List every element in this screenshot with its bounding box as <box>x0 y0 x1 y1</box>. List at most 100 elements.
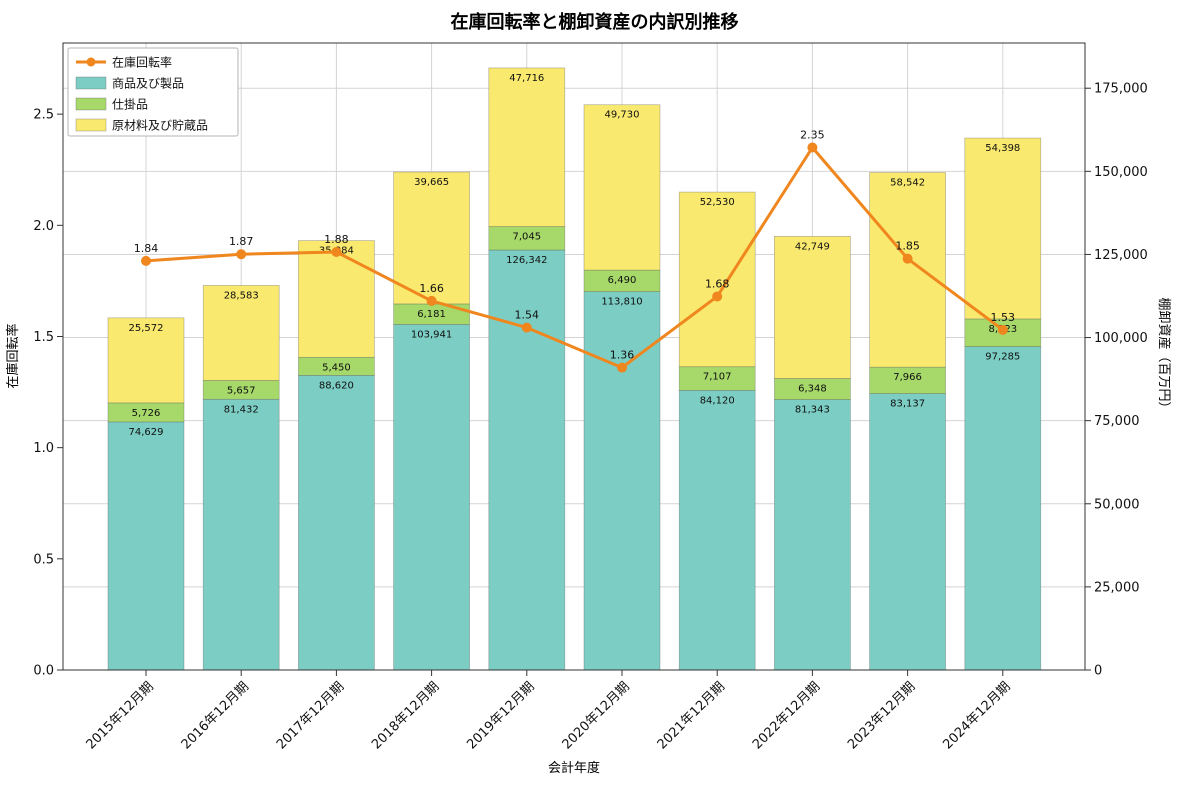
plot-border <box>62 42 1086 671</box>
y-tick-label-right: 100,000 <box>1094 331 1148 346</box>
bar-segment <box>393 171 470 305</box>
bar-value-label: 84,120 <box>700 395 735 406</box>
x-tick-label: 2018年12月期 <box>369 679 442 752</box>
line-point <box>902 253 913 264</box>
bar-segment <box>393 324 470 671</box>
y-tick-label-left: 2.5 <box>33 108 54 123</box>
line-value-label: 1.85 <box>895 240 920 253</box>
bar-segment <box>202 398 280 671</box>
bar-segment <box>107 317 185 404</box>
line-value-label: 1.87 <box>229 235 254 248</box>
bar-value-label: 88,620 <box>319 380 354 391</box>
y-tick-label-left: 1.5 <box>33 330 54 345</box>
bar-value-label: 6,181 <box>417 309 446 320</box>
line-series: 1.84 1.87 1.88 1.66 1.54 1.36 1.68 2.35 1.85 1.53 <box>134 129 1015 373</box>
left-axis-title: 在庫回転率 <box>6 323 21 389</box>
legend-label: 在庫回転率 <box>112 55 172 70</box>
legend-label: 仕掛品 <box>112 97 148 112</box>
bar-segment <box>678 191 756 368</box>
line-value-label: 1.54 <box>515 309 540 322</box>
bar-value-label: 5,450 <box>322 362 351 373</box>
bar-segment <box>964 346 1042 671</box>
line-value-label: 1.66 <box>419 282 444 295</box>
bar-segment <box>583 104 661 271</box>
bar-value-label: 74,629 <box>129 427 164 438</box>
bar-value-label: 25,572 <box>129 323 164 334</box>
x-tick-label: 2015年12月期 <box>84 679 157 752</box>
y-tick-label-left: 0.0 <box>33 664 54 679</box>
y-tick-label-right: 75,000 <box>1094 414 1140 429</box>
x-tick-label: 2017年12月期 <box>274 679 347 752</box>
line-value-label: 1.84 <box>134 242 159 255</box>
bar-value-label: 97,285 <box>985 352 1020 363</box>
bar-value-label: 7,045 <box>512 232 541 243</box>
y-tick-label-right: 125,000 <box>1094 248 1148 263</box>
x-tick-label: 2016年12月期 <box>179 679 252 752</box>
line-point <box>521 322 532 333</box>
bar-value-label: 58,542 <box>890 178 925 189</box>
bar-value-label: 7,107 <box>703 372 732 383</box>
y-tick-label-left: 2.0 <box>33 219 54 234</box>
line-point <box>236 249 247 260</box>
x-tick-label: 2021年12月期 <box>655 679 728 752</box>
y-tick-label-right: 50,000 <box>1094 497 1140 512</box>
y-tick-label-left: 1.0 <box>33 441 54 456</box>
x-tick-label: 2024年12月期 <box>940 679 1013 752</box>
legend-swatch <box>75 97 107 111</box>
bar-segment <box>488 67 566 227</box>
line-value-label: 1.53 <box>991 311 1016 324</box>
bar-segment <box>869 172 946 368</box>
y-tick-label-right: 25,000 <box>1094 580 1140 595</box>
bar-value-label: 126,342 <box>506 255 547 266</box>
bar-segment <box>202 285 280 381</box>
bar-segment <box>678 389 756 671</box>
line-value-label: 2.35 <box>800 129 825 142</box>
line-value-label: 1.36 <box>610 349 635 362</box>
bar-segment <box>298 240 375 358</box>
bar-value-label: 83,137 <box>890 399 925 410</box>
y-tick-label-left: 0.5 <box>33 552 54 567</box>
legend-box <box>67 47 239 137</box>
line-path <box>145 146 1004 370</box>
bar-value-label: 6,348 <box>798 383 827 394</box>
bar-segment <box>774 236 851 379</box>
x-tick-label: 2019年12月期 <box>464 679 537 752</box>
bar-segment <box>964 137 1042 320</box>
line-point <box>141 255 151 266</box>
bar-segment <box>298 375 375 671</box>
line-point <box>807 142 818 153</box>
line-point <box>997 324 1008 335</box>
x-axis-title: 会計年度 <box>547 761 600 776</box>
bar-segment <box>107 402 185 423</box>
bar-segment <box>583 291 661 671</box>
bar-value-label: 39,665 <box>414 177 449 188</box>
bar-value-label: 42,749 <box>795 241 830 252</box>
bar-value-label: 6,490 <box>608 275 637 286</box>
legend-swatch <box>75 76 107 90</box>
legend-line-marker <box>86 57 96 67</box>
legend-swatch <box>75 118 107 132</box>
bar-segment <box>583 269 661 292</box>
bar-value-label: 52,530 <box>700 197 735 208</box>
bar-value-label: 7,966 <box>893 372 922 383</box>
bar-value-label: 81,343 <box>795 405 830 416</box>
bar-value-label: 103,941 <box>411 329 452 340</box>
line-point <box>712 291 723 302</box>
y-tick-label-right: 150,000 <box>1094 165 1148 180</box>
bar-value-label: 5,657 <box>227 385 256 396</box>
bar-segment <box>774 399 851 671</box>
bar-value-label: 113,810 <box>601 297 642 308</box>
x-tick-label: 2022年12月期 <box>750 679 823 752</box>
x-tick-label: 2020年12月期 <box>560 679 633 752</box>
line-value-label: 1.88 <box>324 233 349 246</box>
bar-value-label: 5,726 <box>132 408 161 419</box>
bar-segment <box>869 393 946 671</box>
bar-value-label: 28,583 <box>224 290 259 301</box>
line-point <box>426 295 437 306</box>
line-point <box>617 362 627 373</box>
bar-value-label: 81,432 <box>224 404 259 415</box>
x-tick-label: 2023年12月期 <box>845 679 918 752</box>
line-point <box>331 247 342 257</box>
line-value-label: 1.68 <box>705 277 730 290</box>
